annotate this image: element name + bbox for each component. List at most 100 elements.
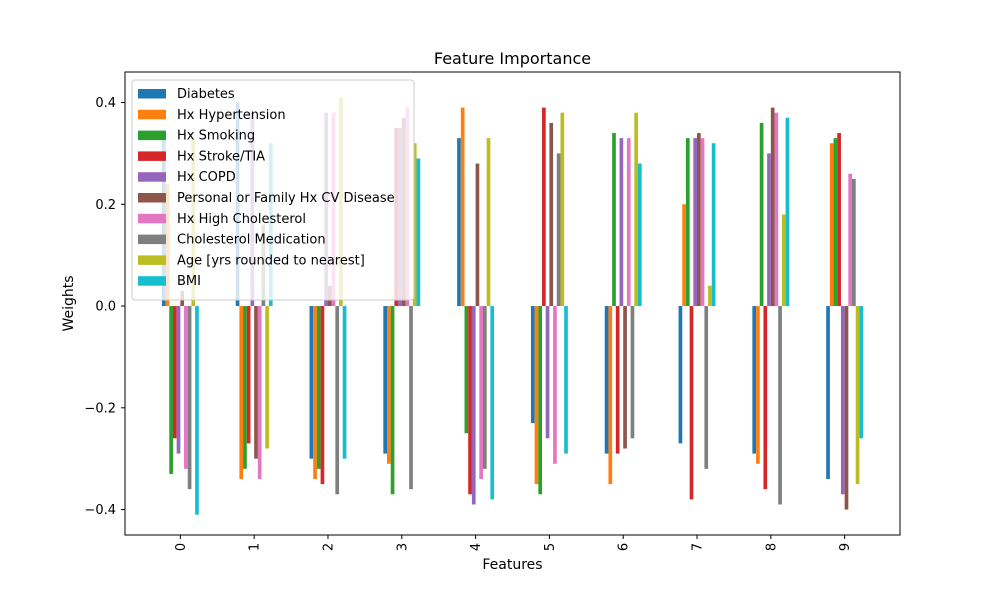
bar — [689, 306, 694, 500]
y-axis-label: Weights — [61, 275, 77, 331]
x-tick-label: 2 — [321, 543, 336, 551]
y-tick-label: −0.2 — [84, 401, 116, 416]
bar — [486, 138, 491, 307]
bar — [623, 306, 627, 449]
bar — [844, 306, 849, 510]
bar — [837, 133, 841, 307]
bar — [482, 306, 487, 469]
bar — [637, 163, 642, 307]
bar — [608, 306, 613, 485]
y-tick-label: 0.2 — [95, 198, 116, 213]
chart-title: Feature Importance — [434, 49, 591, 68]
x-tick-label: 1 — [248, 543, 263, 551]
bar — [184, 306, 188, 469]
bar — [759, 122, 764, 307]
legend-label: BMI — [177, 274, 201, 289]
legend-swatch — [138, 234, 166, 245]
bar — [778, 306, 782, 505]
bar — [763, 306, 768, 490]
bar — [553, 306, 557, 464]
bar — [538, 306, 543, 495]
bar — [383, 306, 388, 454]
bar — [390, 306, 395, 495]
bar — [490, 306, 495, 500]
bar — [169, 306, 173, 474]
legend-label: Hx Stroke/TIA — [177, 149, 265, 164]
bar — [829, 143, 834, 307]
bar — [697, 133, 701, 307]
legend-box — [131, 79, 415, 301]
bar — [852, 178, 856, 307]
legend-swatch — [138, 276, 166, 286]
bar — [859, 306, 864, 439]
legend-swatch — [138, 193, 166, 203]
bar — [457, 138, 461, 307]
legend-swatch — [138, 130, 166, 141]
bar — [774, 112, 779, 307]
axes-layer: 0.4 0.2 0.0 −0.2 −0.4 0 1 2 3 4 5 6 7 8 9 — [84, 96, 853, 551]
bar — [335, 306, 340, 495]
bar — [479, 306, 483, 480]
bar — [409, 306, 413, 490]
bar — [619, 138, 624, 307]
bar — [615, 306, 620, 454]
bar — [685, 138, 690, 307]
bar — [770, 107, 775, 307]
bar — [556, 153, 561, 307]
legend-label: Hx Hypertension — [177, 108, 286, 123]
bar — [612, 133, 616, 307]
x-tick-label: 8 — [764, 543, 779, 551]
legend-label: Hx COPD — [177, 170, 236, 185]
bar — [785, 117, 790, 307]
legend-swatch — [138, 255, 166, 265]
bar — [767, 153, 771, 307]
bar — [534, 306, 539, 485]
bar — [634, 112, 638, 307]
bar — [682, 204, 686, 307]
legend-swatch — [138, 172, 166, 182]
bar — [342, 306, 347, 459]
bar — [239, 306, 244, 480]
bar — [387, 306, 391, 464]
bar — [693, 138, 698, 307]
legend-label: Personal or Family Hx CV Disease — [177, 191, 395, 206]
x-tick-label: 7 — [691, 543, 706, 551]
legend-label: Hx Smoking — [177, 129, 255, 144]
bar — [460, 107, 465, 307]
bar — [752, 306, 757, 454]
y-tick-label: −0.4 — [84, 503, 116, 518]
bar — [781, 214, 786, 307]
bar — [549, 122, 554, 307]
bar — [855, 306, 860, 485]
bar — [626, 138, 631, 307]
bar — [840, 306, 845, 495]
bar — [176, 306, 181, 454]
bar — [313, 306, 317, 480]
bar — [257, 306, 262, 480]
bar — [254, 306, 258, 459]
bar — [187, 306, 192, 490]
bar — [604, 306, 609, 454]
legend-label: Diabetes — [177, 87, 235, 102]
bar — [564, 306, 568, 454]
x-tick-label: 9 — [838, 543, 853, 551]
bar — [243, 306, 247, 469]
bar — [630, 306, 635, 439]
x-tick-label: 5 — [543, 543, 558, 551]
bar — [704, 306, 709, 469]
y-tick-label: 0.0 — [95, 300, 116, 315]
x-tick-label: 0 — [174, 543, 189, 551]
bar — [246, 306, 251, 444]
bar — [471, 306, 476, 505]
bar — [708, 285, 712, 307]
bar — [412, 143, 417, 307]
bar — [711, 143, 716, 307]
legend-swatch — [138, 151, 166, 161]
y-tick-label: 0.4 — [95, 96, 116, 111]
x-tick-label: 4 — [469, 543, 484, 551]
bar — [545, 306, 550, 439]
legend-swatch — [138, 109, 166, 120]
bar — [265, 306, 269, 449]
legend-label: Age [yrs rounded to nearest] — [177, 253, 365, 268]
